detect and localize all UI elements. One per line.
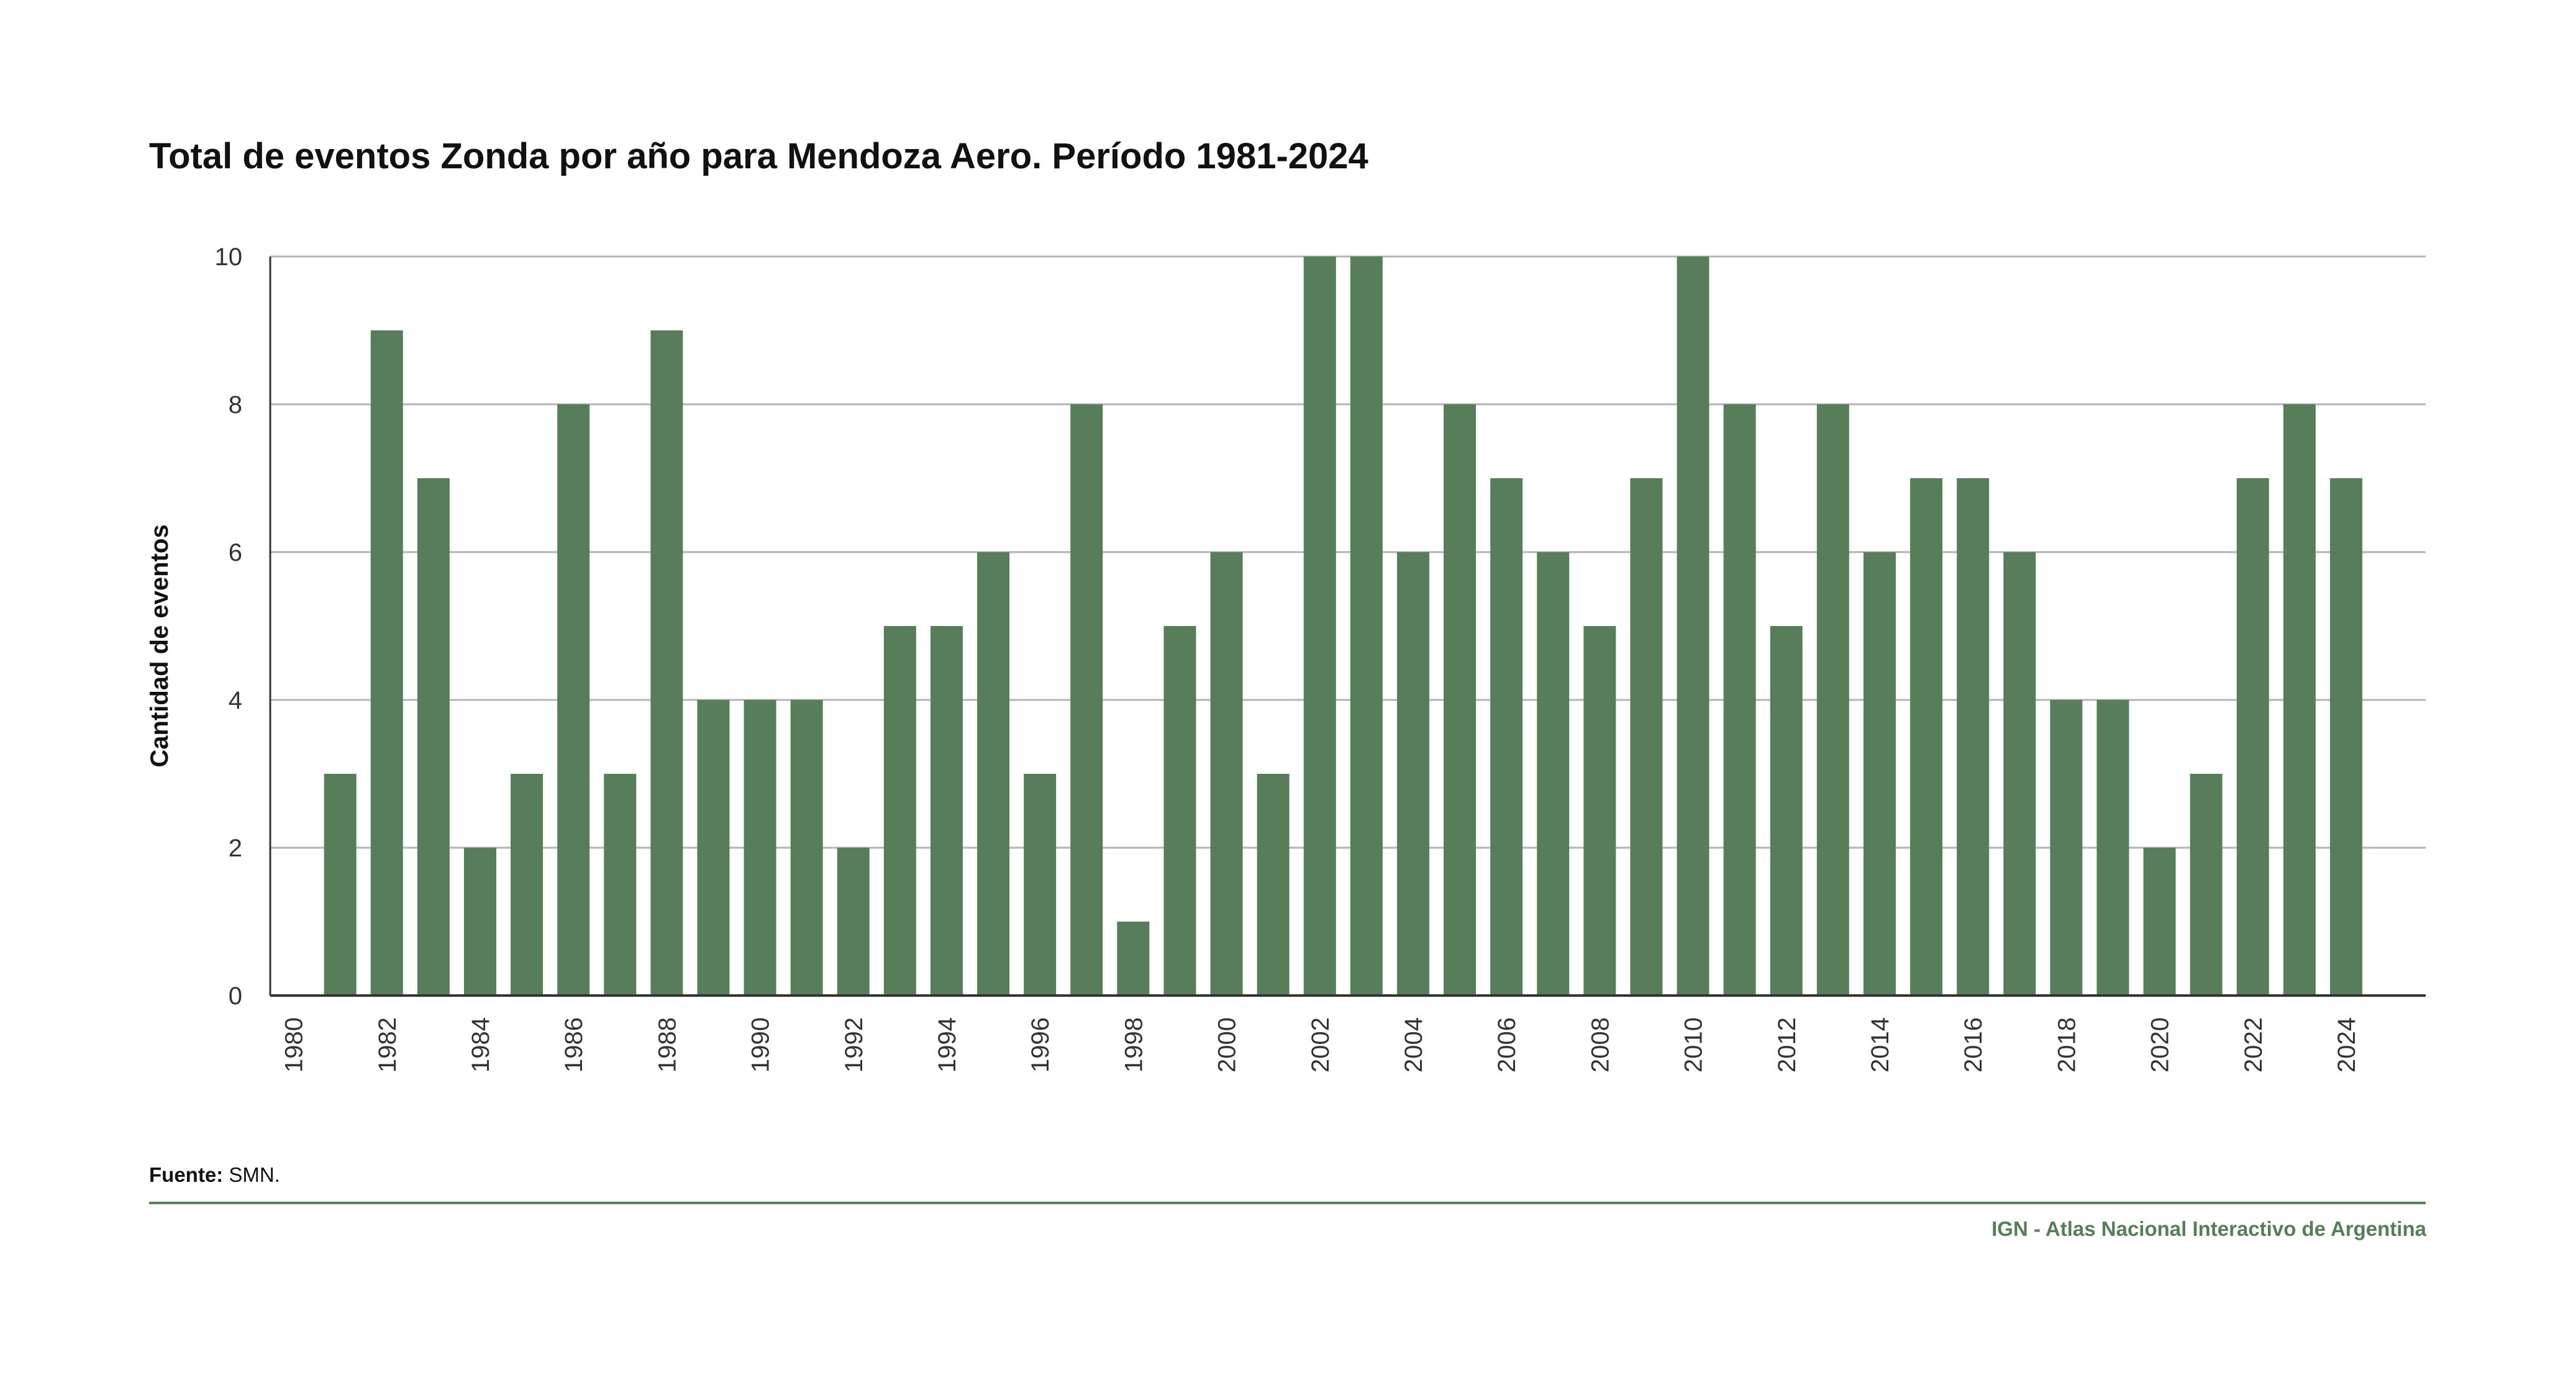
x-tick-label: 1990 — [747, 1017, 775, 1073]
bar-1995 — [977, 552, 1010, 996]
bar-2011 — [1723, 404, 1756, 996]
bar-1987 — [604, 774, 637, 996]
x-tick-label: 2002 — [1307, 1017, 1334, 1073]
bar-2004 — [1396, 552, 1429, 996]
bar-2007 — [1537, 552, 1570, 996]
x-tick-label: 2014 — [1867, 1017, 1894, 1073]
y-tick-labels: 0 2 4 6 8 10 — [215, 243, 243, 1010]
bar-1985 — [511, 774, 544, 996]
bar-1982 — [370, 330, 403, 996]
bar-1999 — [1163, 626, 1196, 996]
y-tick-label: 4 — [229, 687, 242, 714]
x-tick-label: 1992 — [840, 1017, 868, 1073]
source-label: Fuente: — [149, 1163, 224, 1186]
x-tick-label: 2010 — [1680, 1017, 1708, 1073]
credit-text: IGN - Atlas Nacional Interactivo de Arge… — [1991, 1217, 2426, 1240]
x-tick-label: 1986 — [560, 1017, 588, 1073]
bar-1996 — [1024, 774, 1057, 996]
bar-2024 — [2329, 478, 2362, 996]
bar-2019 — [2096, 700, 2129, 996]
bar-1989 — [697, 700, 730, 996]
x-tick-label: 1994 — [934, 1017, 961, 1073]
bar-2016 — [1957, 478, 1990, 996]
bar-1984 — [463, 848, 496, 996]
bar-1988 — [650, 330, 683, 996]
x-tick-label: 2006 — [1493, 1017, 1521, 1073]
x-tick-label: 2024 — [2333, 1017, 2360, 1073]
bar-2014 — [1863, 552, 1896, 996]
bar-2017 — [2003, 552, 2036, 996]
bar-1992 — [837, 848, 870, 996]
bar-2022 — [2236, 478, 2269, 996]
bar-2002 — [1303, 256, 1336, 996]
y-tick-label: 6 — [229, 539, 242, 566]
axes — [269, 256, 2426, 997]
bar-2006 — [1490, 478, 1523, 996]
bar-1997 — [1070, 404, 1103, 996]
bar-2009 — [1630, 478, 1663, 996]
bar-2003 — [1350, 256, 1383, 996]
bar-2018 — [2050, 700, 2083, 996]
bar-2001 — [1257, 774, 1290, 996]
x-tick-label: 1984 — [467, 1017, 494, 1073]
y-tick-label: 0 — [229, 982, 242, 1010]
bar-1993 — [883, 626, 916, 996]
x-tick-label: 1998 — [1120, 1017, 1147, 1073]
x-tick-label: 1980 — [281, 1017, 308, 1073]
x-tick-label: 2018 — [2053, 1017, 2080, 1073]
bar-2010 — [1677, 256, 1709, 996]
source-value: SMN. — [229, 1163, 280, 1186]
bar-1981 — [324, 774, 357, 996]
footer-divider — [149, 1202, 2426, 1204]
bar-2023 — [2283, 404, 2316, 996]
x-tick-label: 2016 — [1960, 1017, 1987, 1073]
bar-2008 — [1583, 626, 1616, 996]
bar-2013 — [1816, 404, 1849, 996]
bar-2000 — [1210, 552, 1243, 996]
bar-2021 — [2190, 774, 2223, 996]
y-tick-label: 8 — [229, 391, 242, 419]
y-axis-label: Cantidad de eventos — [146, 524, 173, 767]
bar-1998 — [1117, 922, 1150, 996]
y-tick-label: 2 — [229, 835, 242, 862]
x-tick-label: 1988 — [653, 1017, 681, 1073]
bar-1990 — [744, 700, 776, 996]
chart-title: Total de eventos Zonda por año para Mend… — [149, 136, 1368, 176]
y-tick-label: 10 — [215, 243, 243, 271]
x-tick-label: 2004 — [1400, 1017, 1427, 1073]
x-tick-labels: 1980 1982 1984 1986 1988 1990 1992 1994 1996 1998… — [281, 1017, 2360, 1073]
x-tick-label: 2008 — [1586, 1017, 1614, 1073]
bar-1991 — [790, 700, 823, 996]
bar-2015 — [1910, 478, 1943, 996]
x-tick-label: 2000 — [1214, 1017, 1241, 1073]
bar-2005 — [1444, 404, 1477, 996]
bars — [324, 256, 2362, 996]
bar-1994 — [930, 626, 963, 996]
bar-2012 — [1770, 626, 1803, 996]
x-tick-label: 2012 — [1773, 1017, 1801, 1073]
bar-1986 — [557, 404, 590, 996]
x-tick-label: 1982 — [374, 1017, 401, 1073]
source-note: Fuente: SMN. — [149, 1163, 280, 1187]
bar-1983 — [417, 478, 450, 996]
x-tick-label: 1996 — [1027, 1017, 1054, 1073]
x-tick-label: 2020 — [2147, 1017, 2174, 1073]
bar-2020 — [2143, 848, 2176, 996]
x-tick-label: 2022 — [2240, 1017, 2267, 1073]
